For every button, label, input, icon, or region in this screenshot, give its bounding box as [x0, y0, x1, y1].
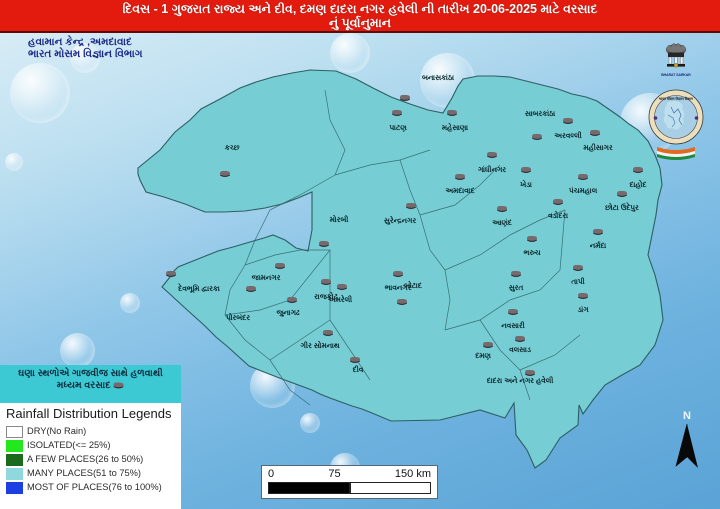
svg-text:N: N [683, 410, 691, 422]
svg-text:BHARAT SARKAR: BHARAT SARKAR [661, 73, 691, 77]
svg-text:भारत मौसम विज्ञान विभाग: भारत मौसम विज्ञान विभाग [659, 96, 694, 101]
